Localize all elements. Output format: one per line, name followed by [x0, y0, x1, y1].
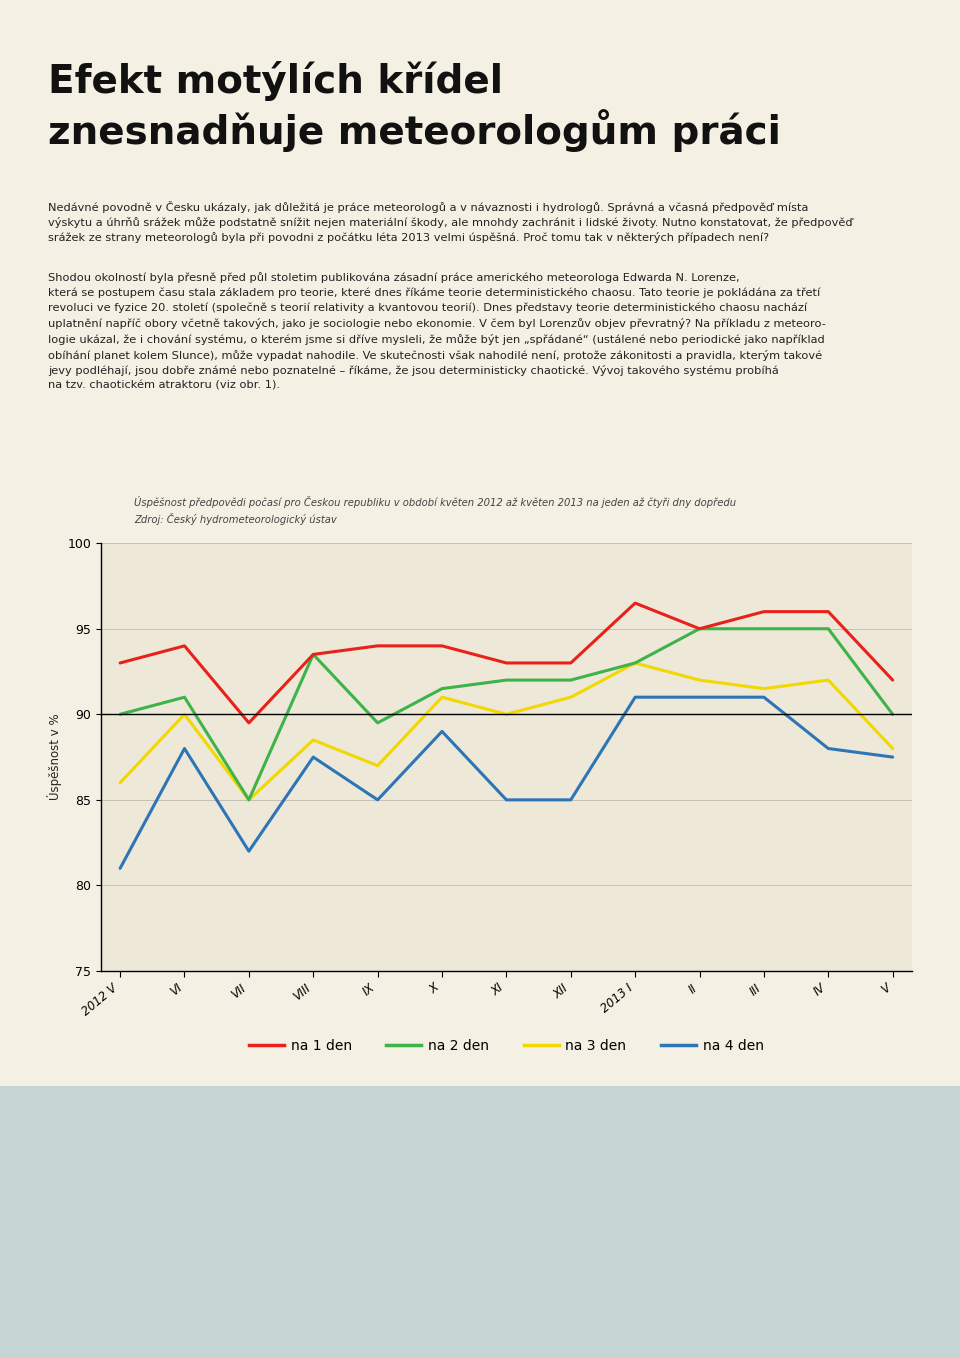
- Text: která se postupem času stala základem pro teorie, které dnes říkáme teorie deter: která se postupem času stala základem pr…: [48, 287, 820, 297]
- Text: srážek ze strany meteorologů byla při povodni z počátku léta 2013 velmi úspěšná.: srážek ze strany meteorologů byla při po…: [48, 232, 769, 243]
- Text: uplatnění napříč obory včetně takových, jako je sociologie nebo ekonomie. V čem : uplatnění napříč obory včetně takových, …: [48, 318, 826, 330]
- Text: na tzv. chaotickém atraktoru (viz obr. 1).: na tzv. chaotickém atraktoru (viz obr. 1…: [48, 380, 280, 391]
- Text: Shodou okolností byla přesně před půl stoletim publikována zásadní práce americk: Shodou okolností byla přesně před půl st…: [48, 272, 739, 282]
- Text: logie ukázal, že i chování systému, o kterém jsme si dříve mysleli, že může být : logie ukázal, že i chování systému, o kt…: [48, 334, 825, 345]
- Text: Efekt motýlích křídel: Efekt motýlích křídel: [48, 61, 503, 100]
- Text: Zdroj: Český hydrometeorologický ústav: Zdroj: Český hydrometeorologický ústav: [134, 513, 337, 526]
- Legend: na 1 den, na 2 den, na 3 den, na 4 den: na 1 den, na 2 den, na 3 den, na 4 den: [244, 1033, 769, 1058]
- Text: Nedávné povodně v Česku ukázaly, jak důležitá je práce meteorologů a v návaznost: Nedávné povodně v Česku ukázaly, jak důl…: [48, 201, 808, 213]
- Text: výskytu a úhrňů srážek může podstatně snížit nejen materiální škody, ale mnohdy : výskytu a úhrňů srážek může podstatně sn…: [48, 216, 852, 228]
- Text: Úspěšnost předpovědi počasí pro Českou republiku v období květen 2012 až květen : Úspěšnost předpovědi počasí pro Českou r…: [134, 496, 736, 508]
- Text: revoluci ve fyzice 20. století (společně s teorií relativity a kvantovou teorií): revoluci ve fyzice 20. století (společně…: [48, 303, 807, 314]
- Y-axis label: Úspěšnost v %: Úspěšnost v %: [47, 714, 61, 800]
- Text: jevy podléhají, jsou dobře známé nebo poznatelné – říkáme, že jsou deterministic: jevy podléhají, jsou dobře známé nebo po…: [48, 365, 779, 376]
- Text: obíhání planet kolem Slunce), může vypadat nahodile. Ve skutečnosti však nahodil: obíhání planet kolem Slunce), může vypad…: [48, 349, 822, 361]
- Text: znesnadňuje meteorologům práci: znesnadňuje meteorologům práci: [48, 109, 780, 152]
